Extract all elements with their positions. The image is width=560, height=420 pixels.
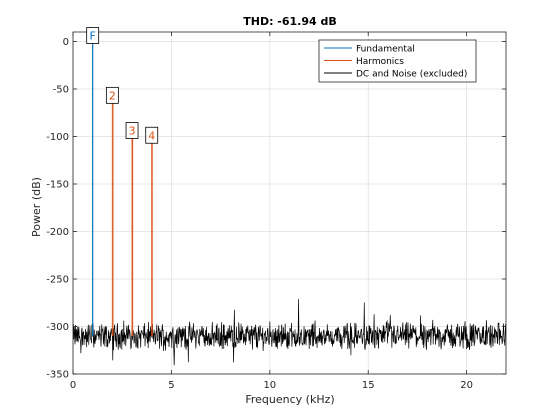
peak-label-box — [86, 27, 100, 44]
peak-label-box — [105, 86, 119, 104]
peak-label-3: 3 — [129, 125, 136, 138]
y-tick-label: -200 — [46, 227, 69, 238]
x-tick-label: 5 — [168, 380, 174, 391]
x-tick-label: 0 — [70, 380, 76, 391]
chart-title: THD: -61.94 dB — [243, 15, 337, 28]
plot-marks — [73, 41, 506, 366]
y-tick-label: -150 — [46, 180, 69, 191]
peak-label-box — [125, 122, 139, 139]
noise-trace — [73, 299, 506, 366]
x-tick-label: 10 — [263, 380, 276, 391]
y-tick-label: -350 — [46, 370, 69, 381]
y-tick-label: -300 — [46, 322, 69, 333]
legend-entry: DC and Noise (excluded) — [356, 70, 467, 80]
y-axis-label: Power (dB) — [30, 177, 43, 237]
peak-label-4: 4 — [148, 129, 155, 142]
legend-entry: Harmonics — [356, 57, 404, 67]
peak-label-2: 2 — [109, 89, 116, 102]
peak-label-box — [145, 126, 159, 144]
axes-box — [72, 31, 507, 375]
axis-ticks: 0 5 10 15 20 0 -50 -100 -150 -200 -250 -300 -350 — [46, 32, 506, 391]
y-tick-label: 0 — [63, 37, 69, 48]
y-tick-label: -100 — [46, 132, 69, 143]
x-tick-label: 20 — [460, 380, 473, 391]
peak-annotations: F 2 3 4 — [86, 27, 159, 144]
legend-entry: Fundamental — [356, 45, 415, 55]
peak-label-F: F — [90, 30, 96, 43]
y-tick-label: -250 — [46, 275, 69, 286]
x-tick-label: 15 — [362, 380, 375, 391]
y-tick-label: -50 — [53, 85, 69, 96]
x-axis-label: Frequency (kHz) — [245, 393, 334, 406]
grid — [72, 32, 506, 375]
axes-background — [73, 32, 506, 374]
legend: Fundamental Harmonics DC and Noise (exclud… — [318, 39, 477, 83]
